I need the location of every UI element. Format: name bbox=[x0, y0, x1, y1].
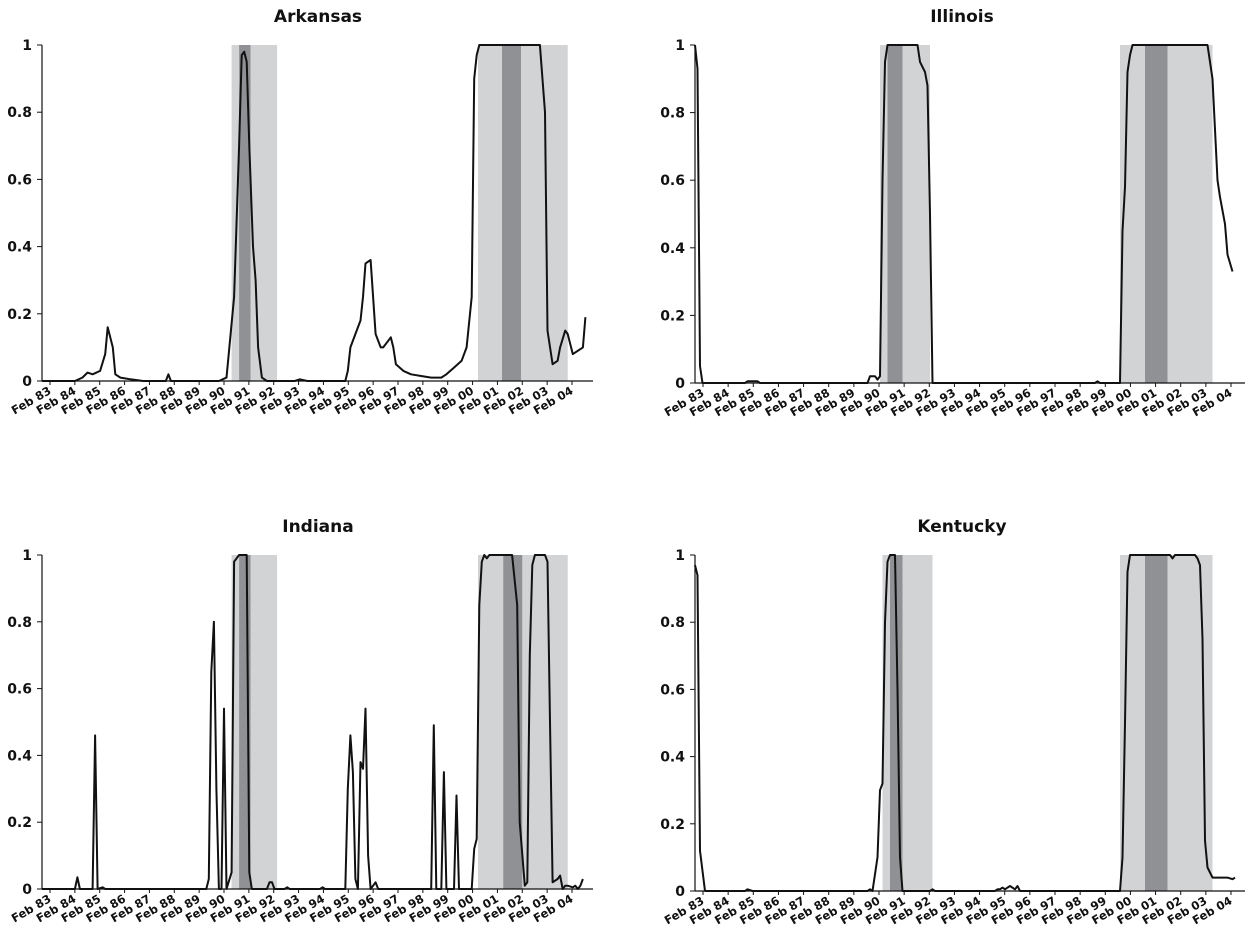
chart-title: Kentucky bbox=[917, 517, 1006, 537]
y-tick-label: 0.4 bbox=[660, 241, 685, 257]
y-tick-label: 0.6 bbox=[7, 682, 32, 698]
shaded-region-dark bbox=[1145, 45, 1168, 383]
shaded-region-dark bbox=[502, 45, 521, 381]
y-tick-label: 0.6 bbox=[660, 682, 685, 698]
y-tick-label: 0.8 bbox=[660, 615, 685, 631]
y-tick-label: 1 bbox=[22, 548, 32, 564]
y-tick-label: 0.6 bbox=[660, 173, 685, 189]
y-tick-label: 1 bbox=[675, 38, 685, 54]
series-line bbox=[42, 554, 584, 890]
shaded-region-dark bbox=[239, 45, 251, 381]
y-tick-label: 0.4 bbox=[7, 240, 32, 256]
y-tick-label: 0 bbox=[675, 376, 685, 392]
chart-title: Illinois bbox=[930, 7, 994, 27]
y-tick-label: 0.2 bbox=[660, 817, 685, 833]
series-line bbox=[694, 554, 1236, 892]
series-line bbox=[694, 44, 1234, 384]
y-tick-label: 0.2 bbox=[660, 308, 685, 324]
y-tick-label: 0.8 bbox=[7, 615, 32, 631]
shaded-region-dark bbox=[1145, 555, 1168, 891]
shaded-region-light bbox=[477, 45, 568, 381]
y-tick-label: 1 bbox=[675, 548, 685, 564]
shaded-region-dark bbox=[239, 555, 251, 889]
shaded-region-light bbox=[231, 555, 278, 889]
y-tick-label: 0.8 bbox=[660, 106, 685, 122]
chart-title: Indiana bbox=[282, 517, 353, 537]
y-tick-label: 1 bbox=[22, 38, 32, 54]
shaded-region-light bbox=[477, 555, 568, 889]
y-tick-label: 0.4 bbox=[660, 750, 685, 766]
shaded-region-dark bbox=[887, 45, 903, 383]
y-tick-label: 0.6 bbox=[7, 172, 32, 188]
y-tick-label: 0.2 bbox=[7, 815, 32, 831]
y-tick-label: 0.2 bbox=[7, 307, 32, 323]
chart-title: Arkansas bbox=[274, 7, 362, 27]
y-tick-label: 0.8 bbox=[7, 105, 32, 121]
series-line bbox=[42, 44, 587, 382]
y-tick-label: 0 bbox=[22, 374, 32, 390]
y-tick-label: 0 bbox=[675, 884, 685, 900]
y-tick-label: 0.4 bbox=[7, 748, 32, 764]
y-tick-label: 0 bbox=[22, 882, 32, 898]
shaded-region-light bbox=[231, 45, 278, 381]
